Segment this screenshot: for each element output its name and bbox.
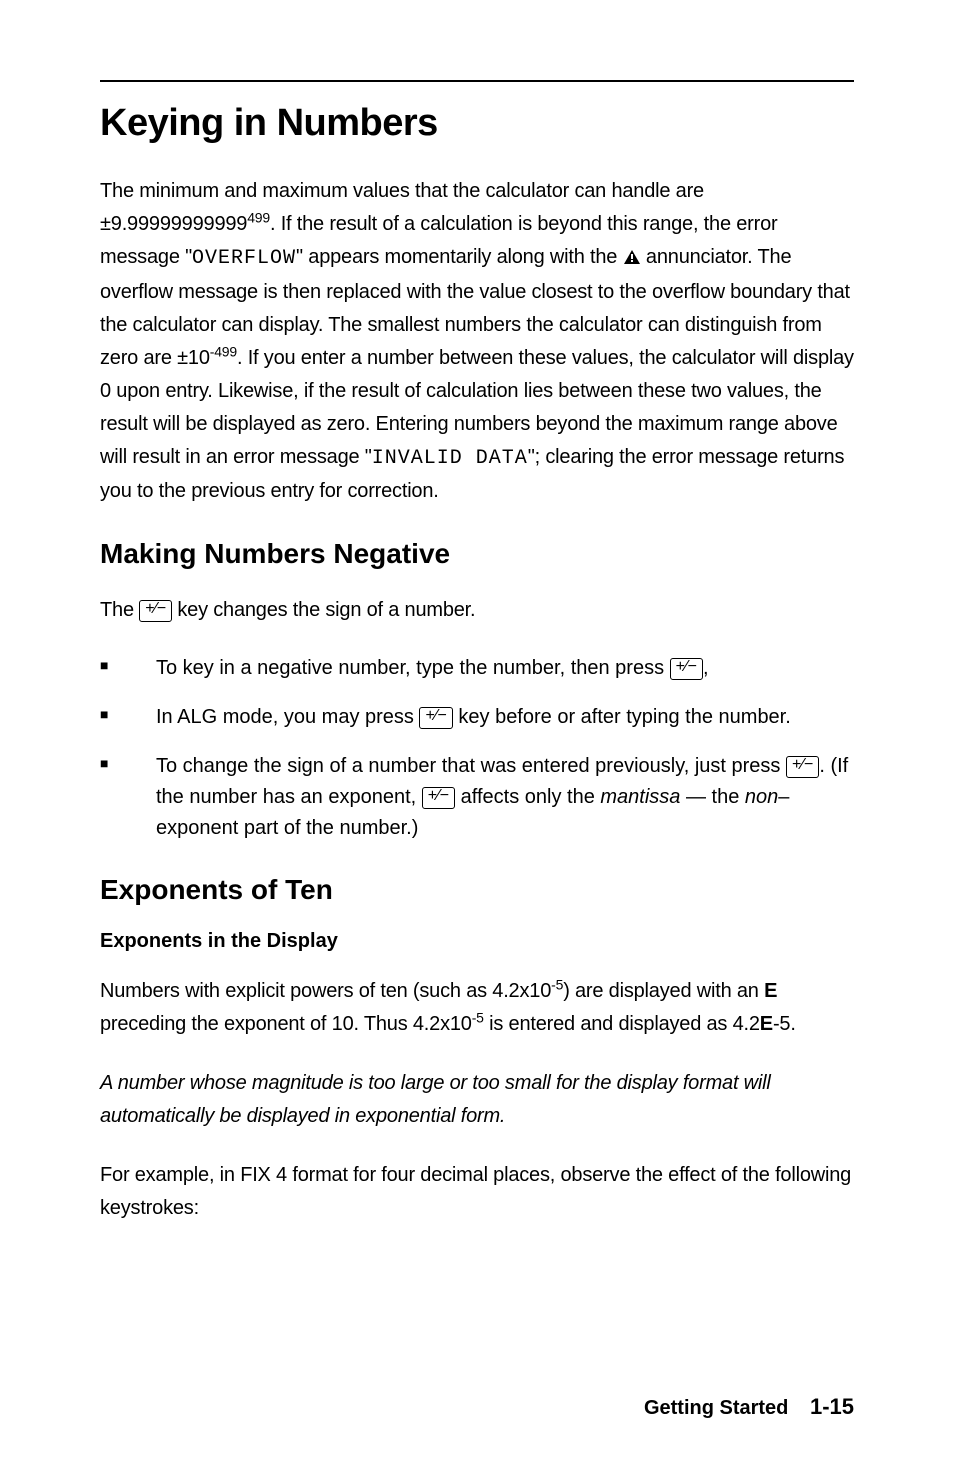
- subsection-title: Making Numbers Negative: [100, 538, 854, 570]
- sub1-intro: The +⁄− key changes the sign of a number…: [100, 594, 854, 627]
- bold-text: E: [760, 1013, 773, 1035]
- warning-icon: [623, 243, 641, 276]
- footer-section: Getting Started: [644, 1397, 788, 1419]
- key-label: +⁄−: [425, 707, 446, 724]
- plus-minus-key-icon: +⁄−: [422, 787, 455, 809]
- sup: -5: [551, 976, 563, 992]
- key-label: +⁄−: [676, 658, 697, 675]
- text: -5.: [773, 1013, 796, 1035]
- italic-paragraph: A number whose magnitude is too large or…: [100, 1067, 854, 1133]
- plus-minus-key-icon: +⁄−: [786, 756, 819, 778]
- plus-minus-key-icon: +⁄−: [419, 707, 452, 729]
- list-item: In ALG mode, you may press +⁄− key befor…: [100, 702, 854, 733]
- lcd-text: INVALID DATA: [372, 447, 528, 470]
- text: — the: [680, 786, 744, 808]
- intro-paragraph: The minimum and maximum values that the …: [100, 175, 854, 508]
- text: To change the sign of a number that was …: [156, 755, 786, 777]
- page: Keying in Numbers The minimum and maximu…: [0, 0, 954, 1480]
- italic-text: non: [745, 786, 778, 808]
- list-item: To change the sign of a number that was …: [100, 751, 854, 844]
- key-label: +⁄−: [145, 600, 166, 617]
- text: key changes the sign of a number.: [172, 599, 475, 621]
- text: ,: [703, 657, 709, 679]
- key-label: +⁄−: [792, 756, 813, 773]
- text: preceding the exponent of 10. Thus 4.2x1…: [100, 1013, 472, 1035]
- sup: -5: [472, 1009, 484, 1025]
- subsection-title: Exponents of Ten: [100, 874, 854, 906]
- sup: 499: [247, 209, 270, 225]
- text: To key in a negative number, type the nu…: [156, 657, 670, 679]
- key-label: +⁄−: [428, 787, 449, 804]
- text: key before or after typing the number.: [453, 706, 791, 728]
- plus-minus-key-icon: +⁄−: [139, 600, 172, 622]
- bullet-list: To key in a negative number, type the nu…: [100, 653, 854, 844]
- list-item: To key in a negative number, type the nu…: [100, 653, 854, 684]
- page-footer: Getting Started 1-15: [644, 1394, 854, 1420]
- italic-text: mantissa: [600, 786, 680, 808]
- plus-minus-key-icon: +⁄−: [670, 658, 703, 680]
- text: affects only the: [455, 786, 600, 808]
- footer-page-number: 1-15: [810, 1394, 854, 1419]
- text: " appears momentarily along with the: [296, 246, 623, 268]
- text: ) are displayed with an: [563, 980, 764, 1002]
- text: is entered and displayed as 4.2: [484, 1013, 760, 1035]
- sup: -499: [210, 343, 237, 359]
- top-rule: [100, 80, 854, 82]
- text: In ALG mode, you may press: [156, 706, 419, 728]
- final-paragraph: For example, in FIX 4 format for four de…: [100, 1159, 854, 1225]
- text: The: [100, 599, 139, 621]
- text: Numbers with explicit powers of ten (suc…: [100, 980, 551, 1002]
- bold-text: E: [764, 980, 777, 1002]
- exponents-paragraph: Numbers with explicit powers of ten (suc…: [100, 975, 854, 1041]
- lcd-text: OVERFLOW: [192, 247, 296, 270]
- section-title: Keying in Numbers: [100, 102, 854, 145]
- subsubsection-title: Exponents in the Display: [100, 930, 854, 953]
